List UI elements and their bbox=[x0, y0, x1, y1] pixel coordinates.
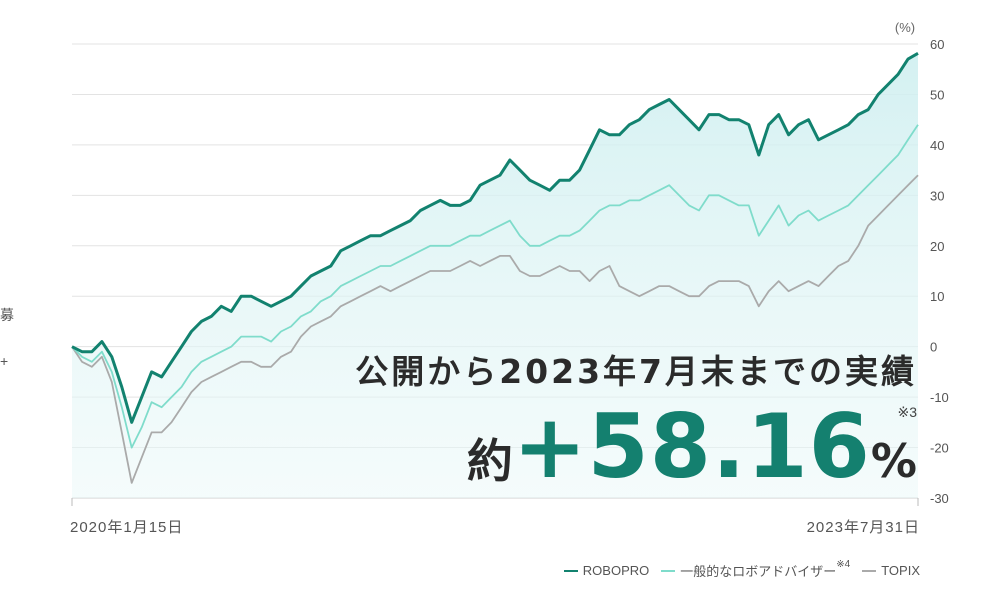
legend-swatch-robo-advisor bbox=[661, 569, 676, 572]
y-tick-label: 60 bbox=[930, 37, 944, 52]
legend: ROBOPRO 一般的なロボアドバイザー ※4 TOPIX bbox=[552, 559, 920, 580]
y-tick-label: 20 bbox=[930, 239, 944, 254]
legend-note-robo-advisor: ※4 bbox=[836, 559, 851, 570]
legend-swatch-topix bbox=[862, 569, 877, 572]
x-start-label: 2020年1月15日 bbox=[70, 519, 184, 536]
result-value: 約+58.16% bbox=[467, 395, 917, 498]
legend-item-robo-advisor: 一般的なロボアドバイザー ※4 bbox=[661, 559, 851, 580]
legend-label-topix: TOPIX bbox=[881, 563, 920, 578]
y-tick-label: 0 bbox=[930, 340, 937, 355]
y-tick-label: 40 bbox=[930, 138, 944, 153]
legend-item-robopro: ROBOPRO bbox=[563, 563, 650, 578]
legend-item-topix: TOPIX bbox=[862, 563, 920, 578]
legend-label-robo-advisor: 一般的なロボアドバイザー bbox=[680, 564, 837, 579]
edge-fragment-2: + bbox=[0, 353, 9, 369]
legend-label-robopro: ROBOPRO bbox=[582, 563, 650, 578]
result-prefix: 約 bbox=[466, 434, 513, 488]
y-tick-label: 50 bbox=[930, 87, 944, 102]
y-tick-label: -20 bbox=[930, 441, 949, 456]
edge-fragment-1: 募 bbox=[0, 307, 14, 323]
series-line-TOPIX bbox=[71, 174, 919, 484]
result-note: ※3 bbox=[897, 404, 917, 420]
series-line-一般的なロボアドバイザー bbox=[71, 124, 919, 449]
result-unit: % bbox=[870, 434, 917, 488]
robopro-area-fill bbox=[72, 53, 918, 499]
y-unit-label: (%) bbox=[895, 20, 915, 35]
y-tick-label: 10 bbox=[930, 289, 944, 304]
y-tick-label: -10 bbox=[930, 390, 949, 405]
y-tick-label: -30 bbox=[930, 491, 949, 506]
chart-title: 公開から2023年7月末までの実績 bbox=[355, 352, 917, 391]
y-tick-label: 30 bbox=[930, 188, 944, 203]
legend-swatch-robopro bbox=[563, 569, 578, 572]
x-end-label: 2023年7月31日 bbox=[806, 519, 920, 536]
series-line-ROBOPRO bbox=[71, 52, 919, 424]
result-number: +58.16 bbox=[512, 395, 871, 498]
